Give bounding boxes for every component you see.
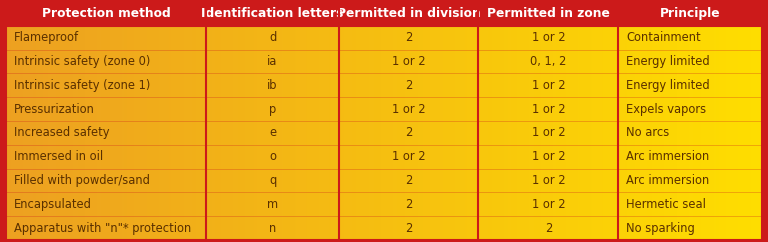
Text: Flameproof: Flameproof [14, 31, 79, 44]
Text: Energy limited: Energy limited [626, 79, 710, 92]
Text: Arc immersion: Arc immersion [626, 174, 709, 187]
Text: ib: ib [267, 79, 278, 92]
Text: n: n [269, 222, 276, 235]
Text: q: q [269, 174, 276, 187]
Text: Permitted in division: Permitted in division [336, 7, 481, 20]
Text: 2: 2 [405, 126, 412, 139]
Text: 1 or 2: 1 or 2 [531, 198, 565, 211]
Text: Identification letters: Identification letters [201, 7, 344, 20]
Text: 2: 2 [405, 79, 412, 92]
Text: 1 or 2: 1 or 2 [531, 31, 565, 44]
Text: 1 or 2: 1 or 2 [392, 150, 425, 163]
Text: Pressurization: Pressurization [14, 103, 94, 116]
Text: Immersed in oil: Immersed in oil [14, 150, 103, 163]
Text: d: d [269, 31, 276, 44]
Text: Intrinsic safety (zone 0): Intrinsic safety (zone 0) [14, 55, 151, 68]
Text: 1 or 2: 1 or 2 [531, 103, 565, 116]
Text: m: m [267, 198, 278, 211]
Text: e: e [269, 126, 276, 139]
Text: Arc immersion: Arc immersion [626, 150, 709, 163]
Text: Increased safety: Increased safety [14, 126, 109, 139]
Text: 2: 2 [405, 31, 412, 44]
Text: 2: 2 [405, 174, 412, 187]
Text: 1 or 2: 1 or 2 [531, 126, 565, 139]
Text: Containment: Containment [626, 31, 700, 44]
Text: Filled with powder/sand: Filled with powder/sand [14, 174, 150, 187]
Text: Hermetic seal: Hermetic seal [626, 198, 706, 211]
Text: Expels vapors: Expels vapors [626, 103, 706, 116]
Text: Intrinsic safety (zone 1): Intrinsic safety (zone 1) [14, 79, 151, 92]
Text: Apparatus with "n"* protection: Apparatus with "n"* protection [14, 222, 191, 235]
Text: Encapsulated: Encapsulated [14, 198, 91, 211]
Text: No arcs: No arcs [626, 126, 669, 139]
Bar [6, 2, 762, 26]
Text: 2: 2 [545, 222, 552, 235]
Text: ia: ia [267, 55, 278, 68]
Text: 1 or 2: 1 or 2 [531, 79, 565, 92]
Text: p: p [269, 103, 276, 116]
Text: No sparking: No sparking [626, 222, 695, 235]
Text: 0, 1, 2: 0, 1, 2 [530, 55, 567, 68]
Text: o: o [269, 150, 276, 163]
Text: 1 or 2: 1 or 2 [531, 174, 565, 187]
Text: Principle: Principle [660, 7, 720, 20]
Text: 1 or 2: 1 or 2 [392, 55, 425, 68]
Text: 1 or 2: 1 or 2 [531, 150, 565, 163]
Text: 2: 2 [405, 198, 412, 211]
Text: 2: 2 [405, 222, 412, 235]
Text: 1 or 2: 1 or 2 [392, 103, 425, 116]
Text: Permitted in zone: Permitted in zone [487, 7, 610, 20]
Text: Energy limited: Energy limited [626, 55, 710, 68]
Text: Protection method: Protection method [42, 7, 170, 20]
